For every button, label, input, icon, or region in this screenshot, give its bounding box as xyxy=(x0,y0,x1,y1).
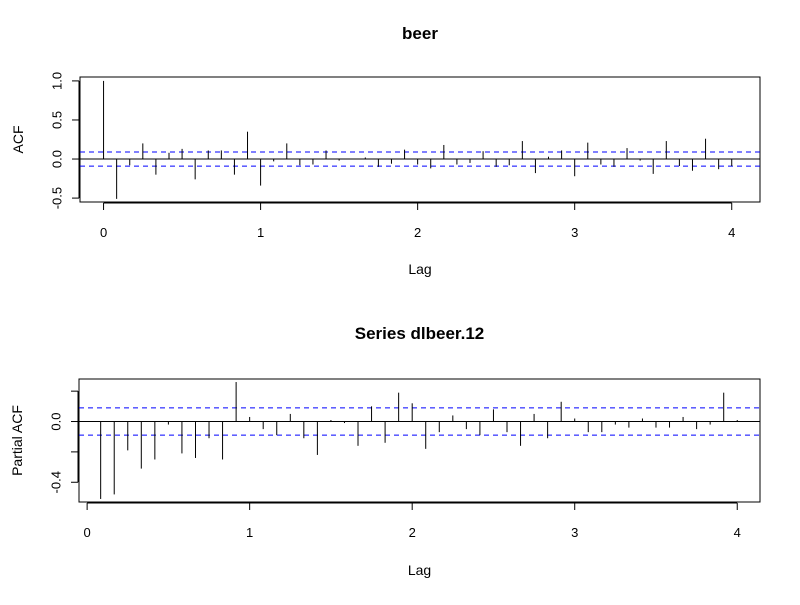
y-tick-label: 0.5 xyxy=(50,111,65,129)
chart-title: beer xyxy=(402,24,438,43)
x-axis-label: Lag xyxy=(408,562,431,578)
y-tick-label: 0.0 xyxy=(49,412,64,430)
y-axis-label: ACF xyxy=(10,126,26,154)
x-tick-label: 4 xyxy=(734,525,741,540)
acf-panel: beer 0 1 2 3 4 -0.5 0.0 0.5 1.0 Lag ACF xyxy=(10,24,761,277)
pacf-panel: Series dlbeer.12 0 1 2 3 4 -0.4 0.0 Lag Partial A… xyxy=(9,324,761,578)
x-tick-label: 3 xyxy=(571,225,578,240)
x-tick-label: 2 xyxy=(414,225,421,240)
y-tick-label: 1.0 xyxy=(50,72,65,90)
x-tick-label: 1 xyxy=(246,525,253,540)
x-tick-label: 4 xyxy=(728,225,735,240)
y-axis-label: Partial ACF xyxy=(9,405,25,476)
x-tick-label: 0 xyxy=(100,225,107,240)
plot-frame xyxy=(78,378,761,503)
plot-frame xyxy=(79,76,761,203)
x-tick-label: 1 xyxy=(257,225,264,240)
x-tick-label: 3 xyxy=(571,525,578,540)
x-axis-label: Lag xyxy=(408,261,431,277)
chart-title: Series dlbeer.12 xyxy=(355,324,484,343)
x-tick-label: 0 xyxy=(84,525,91,540)
y-tick-label: 0.0 xyxy=(50,150,65,168)
x-tick-label: 2 xyxy=(409,525,416,540)
y-tick-label: -0.4 xyxy=(49,471,64,493)
y-tick-label: -0.5 xyxy=(50,187,65,209)
